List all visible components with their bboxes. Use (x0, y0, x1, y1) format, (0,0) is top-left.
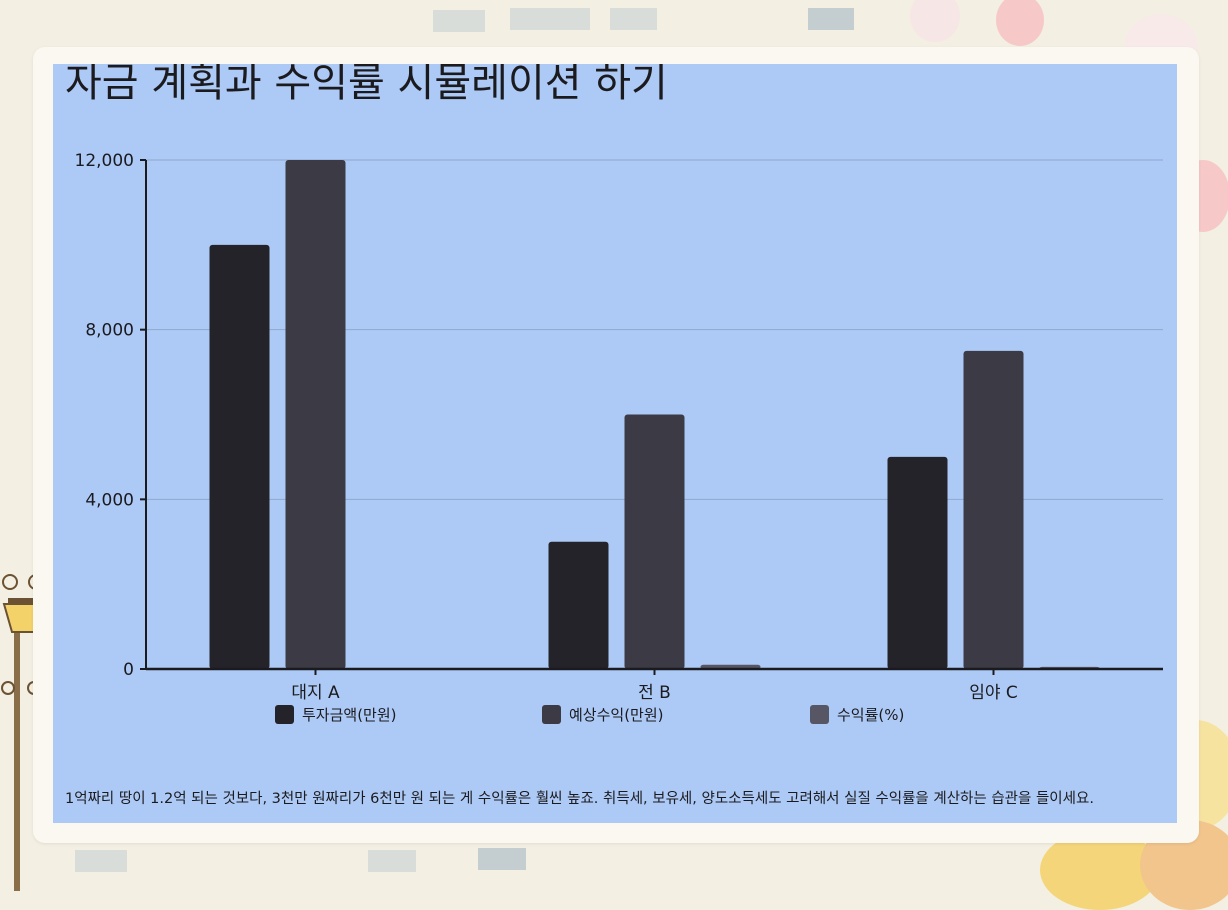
tape-decoration (510, 8, 590, 30)
tape-decoration (808, 8, 854, 30)
balloon-decoration (996, 0, 1044, 46)
legend-swatch (542, 705, 561, 724)
page-title: 자금 계획과 수익률 시뮬레이션 하기 (65, 64, 668, 106)
chart-legend: 투자금액(만원) 예상수익(만원) 수익률(%) (53, 704, 1177, 726)
x-tick-label: 전 B (638, 683, 671, 703)
bar (963, 350, 1024, 669)
legend-item: 예상수익(만원) (542, 704, 664, 725)
legend-label: 수익률(%) (837, 706, 905, 724)
tape-decoration (610, 8, 657, 30)
x-tick-label: 임야 C (969, 683, 1018, 703)
bar (548, 541, 609, 669)
y-tick-label: 4,000 (85, 490, 134, 510)
legend-swatch (810, 705, 829, 724)
caption-text: 1억짜리 땅이 1.2억 되는 것보다, 3천만 원짜리가 6천만 원 되는 게… (65, 791, 1094, 807)
bar (624, 414, 685, 669)
chart-panel: 자금 계획과 수익률 시뮬레이션 하기 0 4,000 8,000 12,000 대지 … (53, 64, 1177, 823)
legend-swatch (275, 705, 294, 724)
legend-label: 예상수익(만원) (569, 706, 664, 724)
bar (285, 160, 346, 669)
legend-item: 투자금액(만원) (275, 704, 397, 725)
legend-item: 수익률(%) (810, 704, 904, 725)
bar (887, 456, 948, 669)
y-tick-label: 8,000 (85, 321, 134, 341)
legend-label: 투자금액(만원) (302, 706, 397, 724)
x-tick-label: 대지 A (291, 683, 340, 703)
y-tick-label: 0 (123, 660, 134, 680)
balloon-decoration (910, 0, 960, 42)
y-tick-label: 12,000 (75, 151, 134, 171)
tape-decoration (433, 10, 485, 32)
bar-chart: 0 4,000 8,000 12,000 대지 A 전 B 임야 C (75, 151, 1163, 703)
tape-decoration (368, 850, 416, 872)
bar (209, 244, 270, 670)
tape-decoration (75, 850, 127, 872)
tape-decoration (478, 848, 526, 870)
